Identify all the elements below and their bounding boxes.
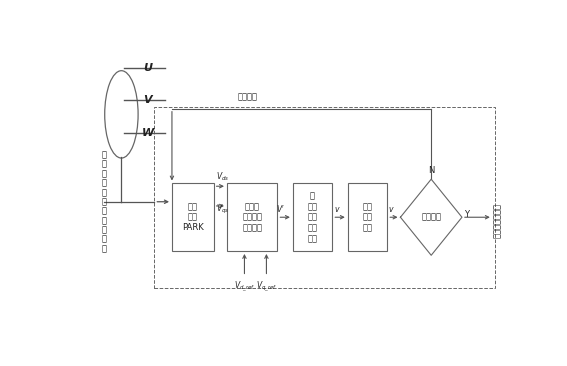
Text: $V_{ds}$: $V_{ds}$ <box>216 171 229 183</box>
Text: 运算: 运算 <box>188 202 198 211</box>
Text: W: W <box>142 128 154 138</box>
Polygon shape <box>400 179 462 255</box>
Text: 器: 器 <box>310 191 315 200</box>
FancyBboxPatch shape <box>172 183 214 251</box>
Text: 滞比: 滞比 <box>362 213 373 222</box>
Text: $v$: $v$ <box>388 205 394 214</box>
Text: $V_{d\_ref}$: $V_{d\_ref}$ <box>234 279 255 294</box>
Text: 较器: 较器 <box>362 202 373 211</box>
Text: 数字: 数字 <box>307 213 318 222</box>
Text: 继续监测: 继续监测 <box>238 93 258 102</box>
Text: Y: Y <box>464 210 469 219</box>
Text: $V'$: $V'$ <box>276 203 285 214</box>
Text: 逆
变
器
输
出
电
压
测
量
信
号: 逆 变 器 输 出 电 压 测 量 信 号 <box>101 150 107 253</box>
Text: $v$: $v$ <box>333 205 340 214</box>
FancyBboxPatch shape <box>227 183 277 251</box>
Text: $V_{qs}$: $V_{qs}$ <box>216 203 229 216</box>
Text: $V_{q\_ref}$: $V_{q\_ref}$ <box>256 279 277 294</box>
Text: 一阶抗混: 一阶抗混 <box>242 224 262 232</box>
Text: U: U <box>143 63 153 73</box>
Text: V: V <box>143 95 152 105</box>
Text: 一阶: 一阶 <box>307 234 318 243</box>
Text: 双磁: 双磁 <box>362 224 373 232</box>
Text: 分运算: 分运算 <box>244 202 260 211</box>
Text: 变换: 变换 <box>188 213 198 222</box>
Text: 大于阈值: 大于阈值 <box>421 213 441 222</box>
Text: 叠滤波差: 叠滤波差 <box>242 213 262 222</box>
Text: 低通: 低通 <box>307 224 318 232</box>
Text: PARK: PARK <box>182 224 204 232</box>
FancyBboxPatch shape <box>293 183 332 251</box>
Text: 断路器触发信号: 断路器触发信号 <box>493 202 502 238</box>
FancyBboxPatch shape <box>348 183 387 251</box>
Text: N: N <box>428 166 434 175</box>
Text: 滤波: 滤波 <box>307 202 318 211</box>
